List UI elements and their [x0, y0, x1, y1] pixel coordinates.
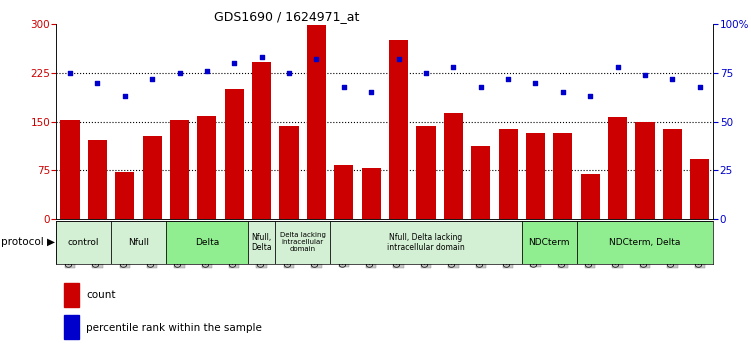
Point: [255, 55, 267, 60]
Bar: [499, 129, 517, 219]
Bar: [471, 146, 490, 219]
Bar: [225, 89, 244, 219]
Bar: [330, 221, 522, 264]
Point: [92, 80, 104, 86]
Text: Delta lacking
intracellular
domain: Delta lacking intracellular domain: [280, 233, 326, 252]
Bar: [553, 133, 572, 219]
Bar: [170, 120, 189, 219]
Bar: [635, 122, 655, 219]
Text: NDCterm: NDCterm: [529, 238, 570, 247]
Point: [283, 70, 295, 76]
Bar: [279, 126, 299, 219]
Text: count: count: [86, 290, 116, 300]
Text: GDS1690 / 1624971_at: GDS1690 / 1624971_at: [213, 10, 359, 23]
Bar: [64, 315, 79, 339]
Bar: [522, 221, 577, 264]
Bar: [88, 140, 107, 219]
Point: [365, 90, 377, 95]
Point: [338, 84, 350, 89]
Point: [64, 70, 76, 76]
Bar: [416, 126, 436, 219]
Bar: [663, 129, 682, 219]
Bar: [56, 221, 111, 264]
Text: Nfull,
Delta: Nfull, Delta: [252, 233, 272, 252]
Point: [694, 84, 706, 89]
Point: [448, 64, 460, 70]
Bar: [581, 174, 600, 219]
Point: [502, 76, 514, 81]
Point: [584, 93, 596, 99]
Point: [529, 80, 541, 86]
Bar: [526, 133, 545, 219]
Bar: [608, 117, 627, 219]
Bar: [115, 172, 134, 219]
Point: [556, 90, 569, 95]
Bar: [276, 221, 330, 264]
Bar: [252, 62, 271, 219]
Point: [310, 57, 322, 62]
Bar: [64, 283, 79, 307]
Point: [119, 93, 131, 99]
Text: protocol ▶: protocol ▶: [1, 237, 55, 247]
Bar: [60, 120, 80, 219]
Point: [173, 70, 185, 76]
Bar: [248, 221, 276, 264]
Point: [611, 64, 623, 70]
Text: NDCterm, Delta: NDCterm, Delta: [609, 238, 680, 247]
Point: [201, 68, 213, 74]
Point: [475, 84, 487, 89]
Text: Nfull: Nfull: [128, 238, 149, 247]
Text: control: control: [68, 238, 99, 247]
Text: percentile rank within the sample: percentile rank within the sample: [86, 323, 262, 333]
Bar: [444, 113, 463, 219]
Bar: [334, 165, 354, 219]
Point: [393, 57, 405, 62]
Bar: [111, 221, 166, 264]
Bar: [307, 26, 326, 219]
Point: [146, 76, 158, 81]
Bar: [198, 116, 216, 219]
Text: Delta: Delta: [195, 238, 219, 247]
Bar: [143, 136, 161, 219]
Bar: [690, 159, 710, 219]
Point: [420, 70, 432, 76]
Bar: [166, 221, 248, 264]
Text: Nfull, Delta lacking
intracellular domain: Nfull, Delta lacking intracellular domai…: [387, 233, 465, 252]
Point: [666, 76, 678, 81]
Point: [228, 60, 240, 66]
Bar: [389, 40, 408, 219]
Bar: [577, 221, 713, 264]
Bar: [362, 168, 381, 219]
Point: [639, 72, 651, 78]
